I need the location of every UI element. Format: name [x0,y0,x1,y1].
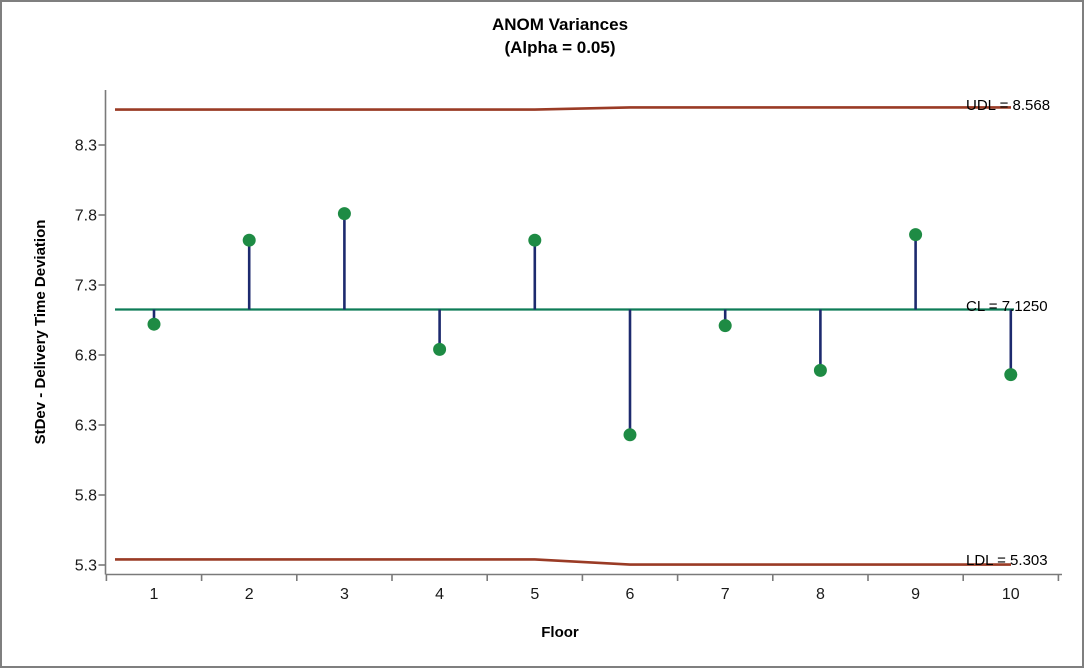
data-point-floor-9 [909,228,923,242]
data-point-floor-1 [147,317,161,331]
data-point-floor-10 [1004,368,1018,382]
x-tick-label: 8 [816,586,825,603]
x-tick-label: 2 [245,586,254,603]
data-point-floor-7 [718,319,732,333]
x-tick-label: 7 [721,586,730,603]
x-tick-label: 6 [626,586,635,603]
x-tick-label: 9 [911,586,920,603]
lower-decision-limit-line [115,558,1011,566]
y-tick-label: 7.3 [75,278,97,295]
y-tick-label: 5.8 [75,488,97,505]
y-tick-label: 6.8 [75,348,97,365]
x-tick-label: 1 [150,586,159,603]
chart-subtitle: (Alpha = 0.05) [504,38,616,57]
chart-title: ANOM Variances [491,15,629,34]
data-point-floor-8 [813,363,827,377]
x-axis-title: Floor [541,624,579,641]
data-point-floor-4 [433,342,447,356]
x-tick-label: 5 [530,586,539,603]
x-tick-label: 10 [1002,586,1020,603]
y-tick-label: 8.3 [75,138,97,155]
x-tick-label: 3 [340,586,349,603]
data-point-floor-5 [528,233,542,247]
upper-decision-limit-line [115,106,1011,111]
y-tick-label: 5.3 [75,558,97,575]
udl-label: UDL = 8.568 [966,97,1051,114]
data-point-floor-2 [242,233,256,247]
cl-label: CL = 7.1250 [966,298,1048,315]
data-point-floor-3 [337,207,351,221]
ldl-label: LDL = 5.303 [966,552,1048,569]
y-tick-label: 7.8 [75,208,97,225]
data-point-floor-6 [623,428,637,442]
x-tick-label: 4 [435,586,444,603]
y-tick-label: 6.3 [75,418,97,435]
